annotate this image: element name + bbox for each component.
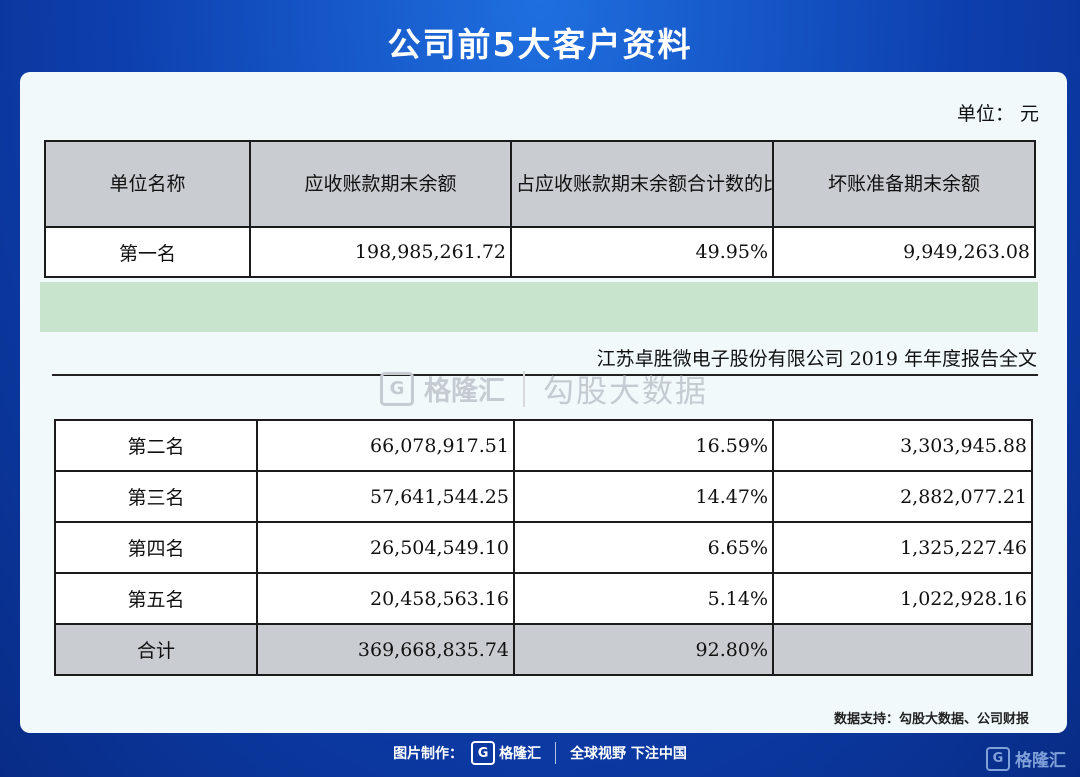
footer-divider xyxy=(555,742,557,764)
rank-cell: 第四名 xyxy=(54,521,258,574)
unit-label: 单位： 元 xyxy=(956,103,1039,125)
brand-logo-icon: G xyxy=(986,746,1010,771)
ratio-cell: 6.65% xyxy=(513,521,774,574)
table-row: 第五名 20,458,563.16 5.14% 1,022,928.16 xyxy=(54,572,1033,625)
watermark-divider xyxy=(523,370,525,407)
watermark-sub: 勾股大数据 xyxy=(543,374,708,410)
footer: 图片制作： G 格隆汇 全球视野 下注中国 xyxy=(0,741,1080,765)
bad-debt-cell: 2,882,077.21 xyxy=(772,470,1033,523)
bad-debt-cell: 3,303,945.88 xyxy=(772,419,1033,472)
rank-cell: 第二名 xyxy=(54,419,258,472)
receivable-cell: 198,985,261.72 xyxy=(249,226,512,278)
page-title: 公司前5大客户资料 xyxy=(387,25,693,64)
highlight-band xyxy=(40,282,1038,332)
report-caption: 江苏卓胜微电子股份有限公司 2019 年年度报告全文 xyxy=(596,348,1037,370)
header-cell: 单位名称 xyxy=(44,140,251,228)
receivable-cell: 66,078,917.51 xyxy=(256,419,515,472)
data-source: 数据支持：勾股大数据、公司财报 xyxy=(833,712,1029,727)
content-card: 单位： 元 单位名称 应收账款期末余额 占应收账款期末余额合计数的比例 坏账准备… xyxy=(20,72,1067,733)
table-row: 第二名 66,078,917.51 16.59% 3,303,945.88 xyxy=(54,419,1033,472)
footer-logo: G 格隆汇 xyxy=(471,741,541,765)
total-ratio-cell: 92.80% xyxy=(513,623,774,676)
table-row: 第一名 198,985,261.72 49.95% 9,949,263.08 xyxy=(44,226,1036,278)
receivable-cell: 26,504,549.10 xyxy=(256,521,515,574)
watermark: G 格隆汇 勾股大数据 xyxy=(380,366,708,411)
brand-logo-icon: G xyxy=(380,371,414,406)
top-table: 单位名称 应收账款期末余额 占应收账款期末余额合计数的比例 坏账准备期末余额 第… xyxy=(44,140,1036,278)
total-receivable-cell: 369,668,835.74 xyxy=(256,623,515,676)
footer-slogan: 全球视野 下注中国 xyxy=(570,746,687,762)
watermark-brand: 格隆汇 xyxy=(424,376,505,407)
ratio-cell: 14.47% xyxy=(513,470,774,523)
rank-cell: 第三名 xyxy=(54,470,258,523)
bad-debt-cell: 1,022,928.16 xyxy=(772,572,1033,625)
divider xyxy=(52,374,1038,376)
brand-logo-icon: G xyxy=(471,741,496,765)
ratio-cell: 5.14% xyxy=(513,572,774,625)
rank-cell: 第五名 xyxy=(54,572,258,625)
ratio-cell: 49.95% xyxy=(510,226,774,278)
receivable-cell: 20,458,563.16 xyxy=(256,572,515,625)
corner-logo: G 格隆汇 xyxy=(986,746,1066,771)
header-cell: 坏账准备期末余额 xyxy=(772,140,1036,228)
header-cell: 占应收账款期末余额合计数的比例 xyxy=(510,140,774,228)
bad-debt-cell: 1,325,227.46 xyxy=(772,521,1033,574)
corner-brand: 格隆汇 xyxy=(1015,751,1066,771)
header-cell: 应收账款期末余额 xyxy=(249,140,512,228)
bad-debt-cell: 9,949,263.08 xyxy=(772,226,1036,278)
bottom-table: 第二名 66,078,917.51 16.59% 3,303,945.88 第三… xyxy=(54,419,1033,676)
header-row: 单位名称 应收账款期末余额 占应收账款期末余额合计数的比例 坏账准备期末余额 xyxy=(44,140,1036,228)
table-row: 第三名 57,641,544.25 14.47% 2,882,077.21 xyxy=(54,470,1033,523)
footer-brand: 格隆汇 xyxy=(499,746,542,762)
rank-cell: 第一名 xyxy=(44,226,251,278)
total-row: 合计 369,668,835.74 92.80% xyxy=(54,623,1033,676)
total-label-cell: 合计 xyxy=(54,623,258,676)
ratio-cell: 16.59% xyxy=(513,419,774,472)
total-bad-debt-cell xyxy=(772,623,1033,676)
made-by-label: 图片制作： xyxy=(393,746,464,762)
table-row: 第四名 26,504,549.10 6.65% 1,325,227.46 xyxy=(54,521,1033,574)
receivable-cell: 57,641,544.25 xyxy=(256,470,515,523)
